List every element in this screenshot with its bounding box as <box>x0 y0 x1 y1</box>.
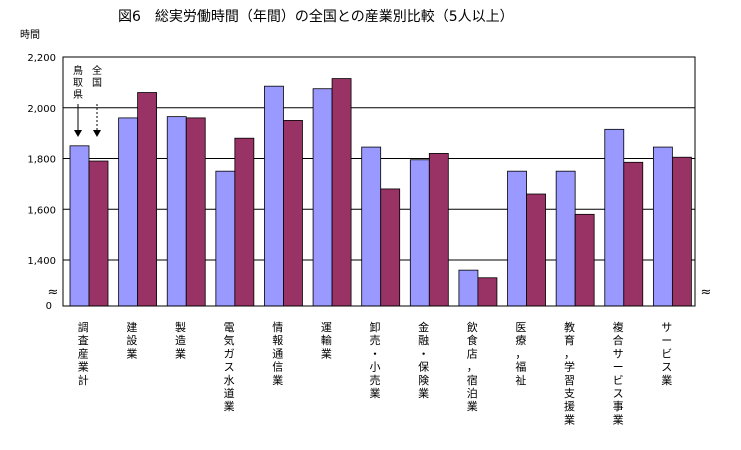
category-label: 運輸業 <box>321 321 332 360</box>
annotation-series2: 全国 <box>92 64 102 89</box>
bar-series1 <box>264 85 284 307</box>
annotation-series1: 鳥取県 <box>73 64 83 101</box>
category-label: 複合サービス事業 <box>613 320 624 426</box>
bar-series2 <box>623 161 644 307</box>
axes <box>62 56 696 307</box>
bar-series1 <box>409 159 430 307</box>
plot-frame <box>62 56 696 307</box>
bar-series1 <box>652 146 673 307</box>
chart-title: 図6 総実労働時間（年間）の全国との産業別比較（5人以上） <box>118 8 514 25</box>
axis-break-left: ≈ <box>48 285 59 300</box>
category-label: 飲食店，宿泊業 <box>467 320 478 413</box>
category-label: 情報通信業 <box>272 321 283 387</box>
bar-series1 <box>312 88 333 307</box>
bar-series2 <box>671 156 692 307</box>
category-label: サービス業 <box>661 321 672 387</box>
annotation-arrowhead-series1 <box>74 130 82 137</box>
bar-series1 <box>458 269 479 307</box>
bar-series1 <box>555 170 576 307</box>
bars <box>69 78 692 307</box>
annotation-label-series1: 鳥取県 <box>73 64 83 101</box>
category-label: 建設業 <box>126 320 137 360</box>
bar-series2 <box>331 78 352 307</box>
y-tick-labels: 1,400 1,600 1,800 2,000 2,200 <box>27 53 56 267</box>
bar-series2 <box>574 213 595 307</box>
bar-series2 <box>234 137 255 307</box>
y-tick-label: 2,000 <box>27 104 56 115</box>
annotation-arrowhead-series2 <box>93 130 101 137</box>
category-label: 電気ガス水道業 <box>224 321 235 413</box>
category-labels: 調査産業計 建設業 製造業 電気ガス水道業 情報通信業 運輸業 卸売・小売業 金融・保険業 飲食… <box>78 320 672 426</box>
bar-series2 <box>185 117 206 307</box>
y-tick-label: 1,600 <box>27 205 56 216</box>
bar-series1 <box>361 146 382 307</box>
bar-series1 <box>69 145 90 307</box>
y-zero-label: 0 <box>46 301 52 312</box>
category-label: 調査産業計 <box>78 320 89 387</box>
y-tick-label: 2,200 <box>27 53 56 64</box>
category-label: 医療，福祉 <box>515 321 526 387</box>
category-label: 製造業 <box>175 320 186 360</box>
axis-break-right: ≈ <box>701 285 712 300</box>
bar-series1 <box>604 128 625 307</box>
y-tick-label: 1,800 <box>27 155 56 166</box>
annotation-label-series2: 全国 <box>92 64 102 89</box>
y-axis-label: 時間 <box>20 29 40 41</box>
bar-series2 <box>526 193 546 307</box>
bar-series2 <box>137 92 158 307</box>
bar-series2 <box>380 188 401 307</box>
y-tick-label: 1,400 <box>27 256 56 267</box>
bar-series1 <box>166 116 187 307</box>
category-label: 教育，学習支援業 <box>564 321 575 426</box>
bar-series2 <box>283 120 303 307</box>
bar-series2 <box>88 160 109 307</box>
bar-series1 <box>507 170 527 307</box>
bar-series2 <box>477 277 498 307</box>
bar-series2 <box>428 153 449 307</box>
series-annotations: 鳥取県 全国 <box>73 64 102 137</box>
bar-series1 <box>215 170 236 307</box>
category-label: 卸売・小売業 <box>370 320 381 400</box>
category-label: 金融・保険業 <box>418 320 429 400</box>
bar-series1 <box>118 117 139 307</box>
